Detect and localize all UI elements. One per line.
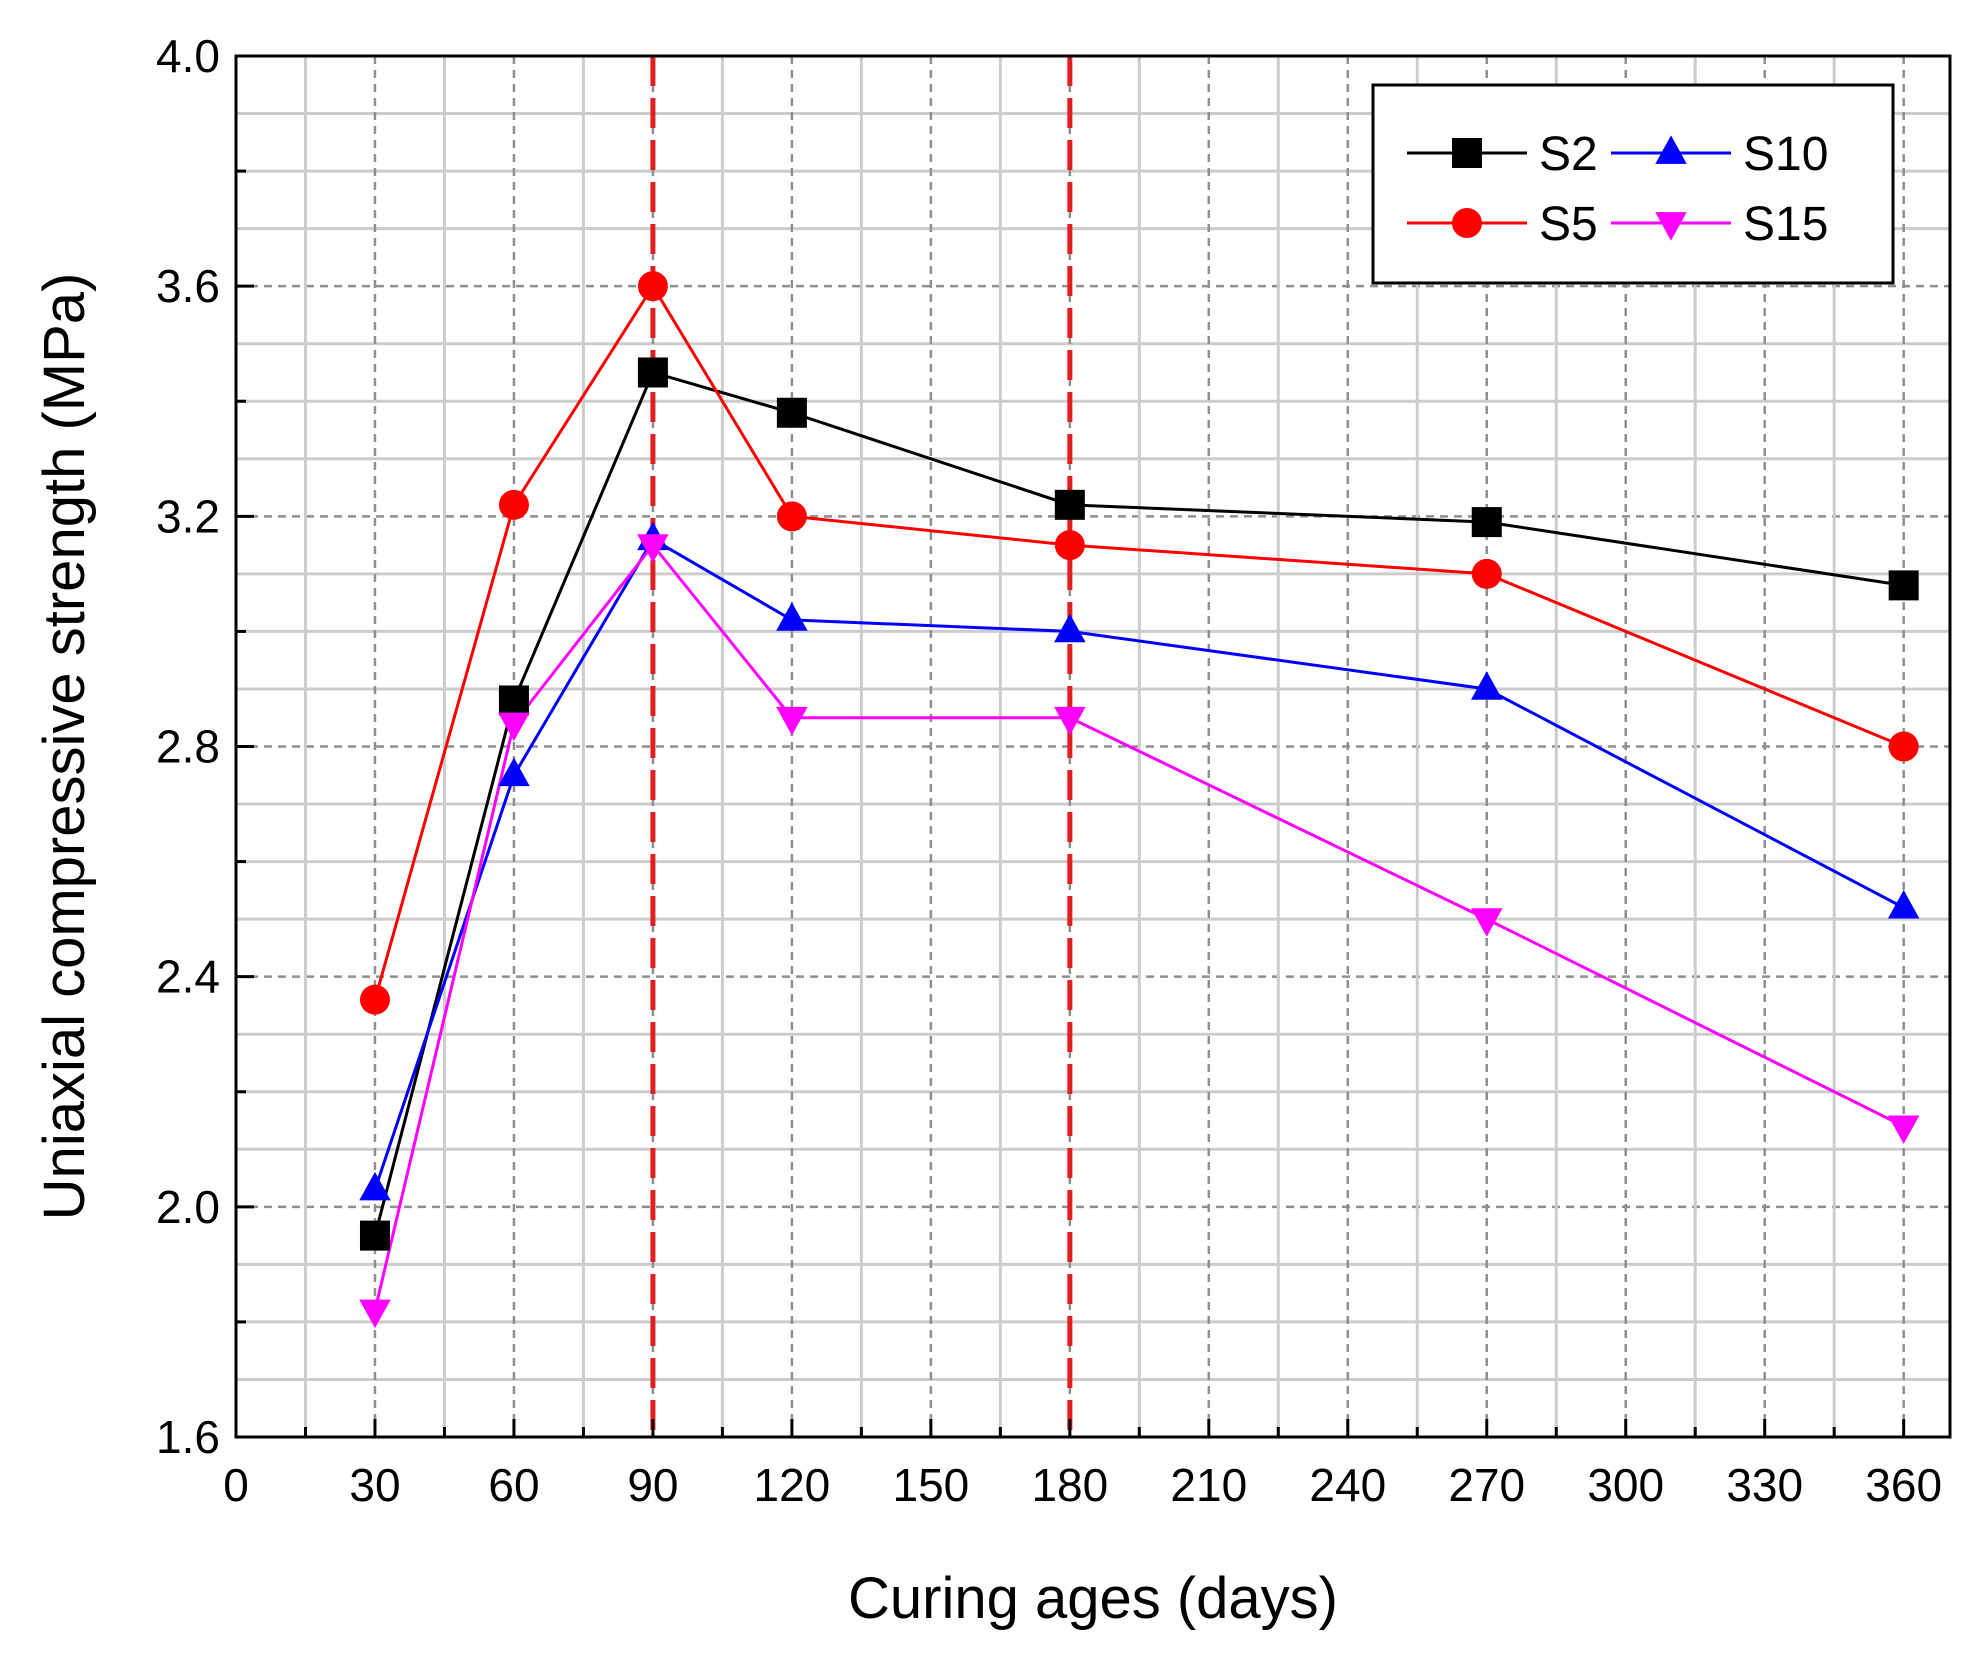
data-point-s10 [359,1171,391,1201]
axis-ticks [234,54,1906,1439]
y-tick-label: 2.8 [156,721,220,773]
x-tick-label: 330 [1726,1459,1803,1511]
x-tick-label: 240 [1309,1459,1386,1511]
x-tick-label: 270 [1448,1459,1525,1511]
legend-label-s10: S10 [1743,128,1828,181]
data-point-s5 [498,489,529,520]
x-tick-label: 30 [349,1459,400,1511]
x-tick-label: 180 [1031,1459,1108,1511]
data-point-s15 [1054,706,1086,736]
data-point-s5 [776,501,807,532]
y-axis-title: Uniaxial compressive strength (MPa) [32,273,97,1221]
data-point-s15 [1887,1115,1920,1144]
legend-label-s5: S5 [1539,198,1598,251]
data-point-s2 [1471,507,1502,538]
data-point-s10 [1471,671,1503,700]
x-tick-label: 150 [892,1459,969,1511]
data-point-s15 [359,1299,391,1329]
y-tick-labels: 1.6 2.0 2.4 2.8 3.2 3.6 4.0 [156,30,220,1463]
data-point-s5 [359,984,390,1015]
legend-box [1371,83,1895,285]
y-tick-label: 3.6 [156,260,220,312]
data-point-s2 [1054,489,1085,520]
data-point-s10 [1887,889,1920,919]
data-point-s5 [1471,558,1502,589]
data-point-s2 [1888,570,1919,601]
y-tick-label: 2.0 [156,1181,220,1233]
x-tick-label: 0 [223,1459,249,1511]
data-point-s15 [498,712,530,742]
x-tick-label: 360 [1865,1459,1942,1511]
data-point-s15 [776,706,808,736]
legend-marker-s15 [1655,212,1687,241]
x-tick-label: 60 [488,1459,539,1511]
legend-marker-s5 [1452,208,1482,238]
y-tick-label: 3.2 [156,490,220,542]
legend: S2 S5 S10 S15 [1371,83,1895,285]
data-point-s5 [1888,731,1919,762]
data-point-s5 [1054,530,1085,561]
y-tick-label: 1.6 [156,1411,220,1463]
data-point-s2 [359,1220,390,1251]
x-tick-label: 90 [627,1459,678,1511]
data-point-s15 [1471,908,1503,937]
data-point-s15 [637,534,669,563]
data-point-s2 [776,397,807,428]
y-tick-label: 2.4 [156,951,220,1003]
data-point-s5 [637,271,668,302]
series-markers [359,271,1920,1329]
x-tick-label: 120 [754,1459,831,1511]
legend-marker-s10 [1655,135,1687,164]
legend-marker-s2 [1452,138,1482,168]
legend-label-s15: S15 [1743,198,1828,251]
data-point-s2 [637,357,668,388]
x-tick-label: 300 [1587,1459,1664,1511]
data-point-s2 [498,685,529,716]
x-tick-label: 210 [1170,1459,1247,1511]
y-tick-label: 4.0 [156,30,220,82]
data-point-s10 [1054,613,1086,643]
legend-label-s2: S2 [1539,128,1598,181]
x-tick-labels: 0 30 60 90 120 150 180 210 240 270 300 330 360 [223,1459,1942,1511]
data-point-s10 [498,757,530,787]
x-axis-title: Curing ages (days) [848,1566,1338,1631]
data-point-s10 [776,602,808,631]
